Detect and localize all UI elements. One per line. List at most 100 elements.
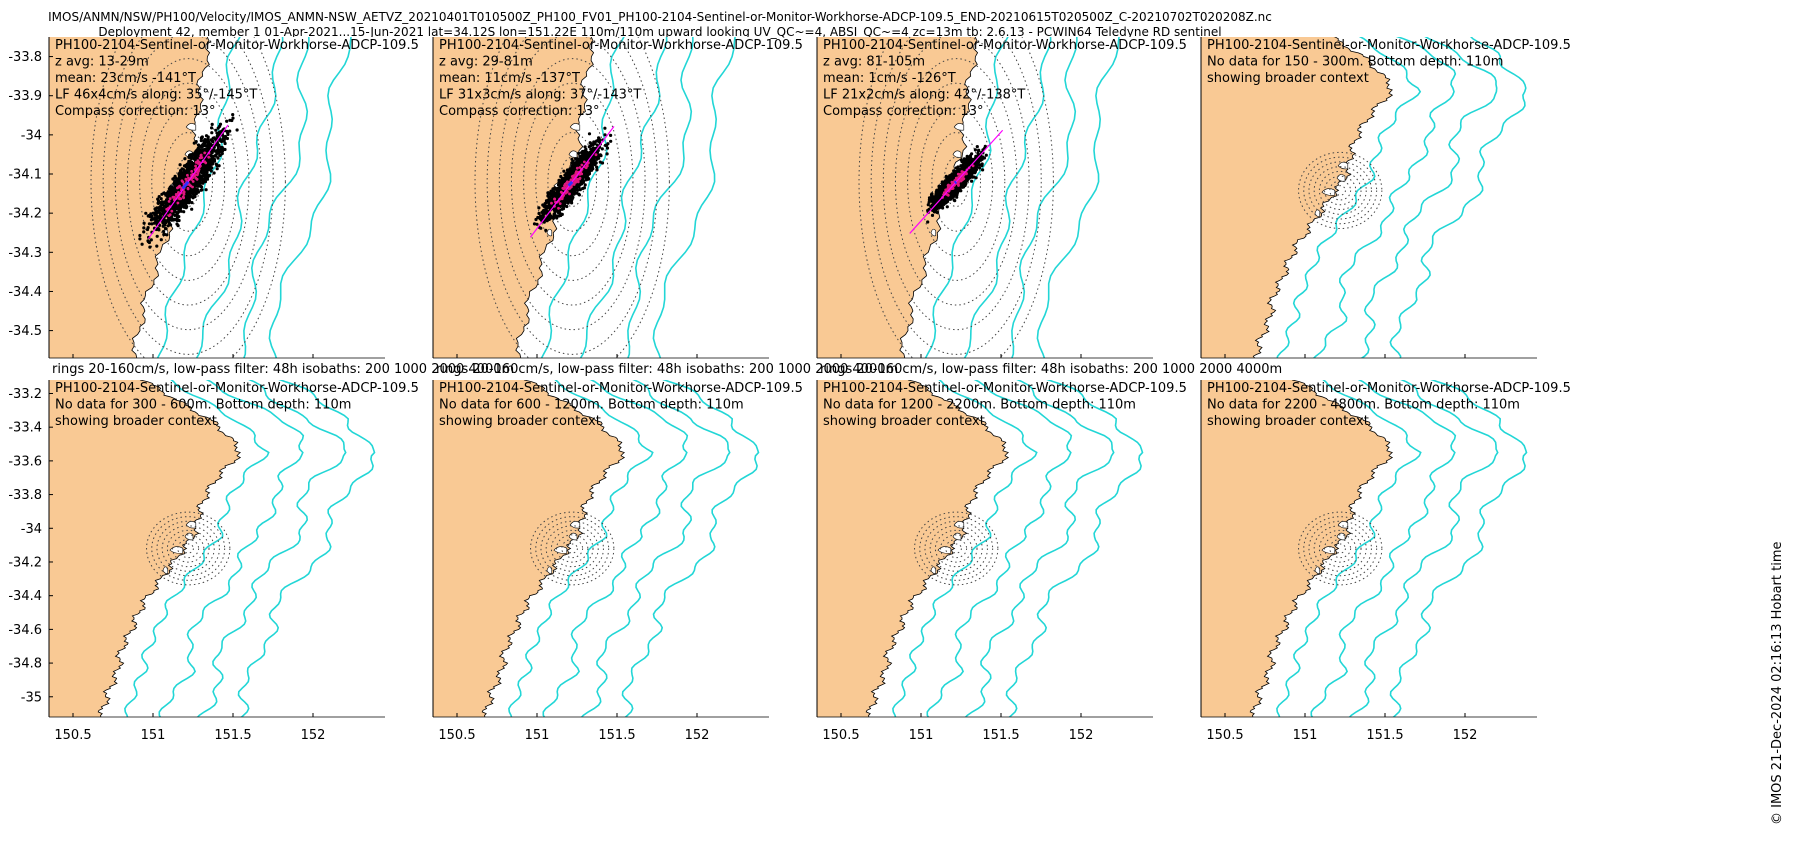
y-tick-label: -33.8 <box>8 50 42 65</box>
scatter-point <box>144 211 148 215</box>
scatter-point <box>972 170 976 174</box>
isobath-1000m <box>963 37 1052 358</box>
panel-caption: rings 20-160cm/s, low-pass filter: 48h i… <box>820 362 1282 377</box>
scatter-point <box>603 133 607 137</box>
scatter-point <box>165 233 169 237</box>
panel-info-line: No data for 300 - 600m. Bottom depth: 11… <box>55 398 351 413</box>
scatter-point <box>577 192 581 196</box>
lowpass-point <box>194 164 198 168</box>
scatter-point <box>603 126 607 130</box>
y-tick-label: -34.4 <box>8 285 42 300</box>
y-tick-label: -33.6 <box>8 454 42 469</box>
scatter-point <box>173 174 177 178</box>
map-panel-5: -33.2-33.4-33.6-33.8-34-34.2-34.4-34.6-3… <box>8 380 419 743</box>
velocity-ring <box>1308 161 1372 220</box>
x-tick-label: 151.5 <box>598 728 635 743</box>
velocity-ring <box>545 525 599 572</box>
lowpass-point <box>204 161 208 165</box>
lowpass-point <box>191 180 195 183</box>
scatter-point <box>937 187 941 191</box>
scatter-point <box>562 169 566 173</box>
scatter-point <box>583 175 587 179</box>
scatter-point <box>194 187 198 192</box>
scatter-point <box>218 153 222 158</box>
lowpass-point <box>199 154 203 158</box>
x-tick-label: 152 <box>1453 728 1478 743</box>
scatter-point <box>544 228 548 232</box>
scatter-point <box>156 201 161 205</box>
mean-vector <box>953 180 958 185</box>
scatter-point <box>200 176 204 180</box>
scatter-point <box>223 141 227 146</box>
scatter-point <box>210 156 215 160</box>
scatter-point <box>952 198 956 202</box>
scatter-point <box>166 218 170 222</box>
y-tick-label: -34 <box>21 128 42 143</box>
x-tick-label: 151.5 <box>214 728 251 743</box>
scatter-point <box>160 208 164 212</box>
y-tick-label: -34.5 <box>8 324 42 339</box>
panel-info-line: showing broader context <box>55 414 217 429</box>
velocity-ring <box>1303 516 1378 581</box>
y-tick-label: -34.6 <box>8 623 42 638</box>
velocity-ring <box>940 534 973 563</box>
scatter-point <box>942 182 946 187</box>
scatter-point <box>540 210 544 214</box>
scatter-point <box>944 181 948 185</box>
scatter-point <box>138 237 142 241</box>
panel-info-line: LF 46x4cm/s along: 35°/-145°T <box>55 88 257 103</box>
velocity-ring <box>163 132 213 232</box>
lowpass-point <box>559 190 563 194</box>
isobath-2000m <box>1348 380 1499 717</box>
x-tick-label: 150.5 <box>54 728 91 743</box>
scatter-point <box>558 179 562 183</box>
scatter-point <box>169 188 173 192</box>
lowpass-point <box>181 195 185 199</box>
panel-info-line: z avg: 13-29m <box>55 55 149 70</box>
scatter-point <box>980 162 984 166</box>
scatter-point <box>539 214 543 218</box>
scatter-point <box>194 156 198 160</box>
scatter-point <box>609 139 613 143</box>
scatter-point <box>183 157 187 161</box>
scatter-point <box>573 191 577 195</box>
scatter-point <box>161 202 165 206</box>
lowpass-point <box>186 187 190 191</box>
isobath-2000m <box>196 380 347 717</box>
scatter-point <box>156 199 161 203</box>
scatter-point <box>216 151 221 155</box>
scatter-point <box>561 207 566 211</box>
scatter-point <box>565 176 569 180</box>
scatter-point <box>600 147 604 151</box>
scatter-point <box>561 179 565 183</box>
scatter-point <box>155 244 159 248</box>
scatter-point <box>150 222 154 226</box>
isobath-1000m <box>195 37 284 358</box>
scatter-point <box>558 183 562 187</box>
scatter-point <box>213 149 217 153</box>
scatter-point <box>210 139 214 143</box>
scatter-point <box>199 188 203 192</box>
scatter-point <box>162 232 167 236</box>
velocity-ring <box>914 511 999 586</box>
inlet-1 <box>184 532 194 541</box>
scatter-point <box>228 129 232 133</box>
scatter-point <box>159 212 163 216</box>
lowpass-point <box>167 214 171 218</box>
scatter-point <box>534 217 538 222</box>
scatter-point <box>215 134 219 138</box>
land-mass <box>1201 37 1394 358</box>
scatter-point <box>156 210 160 214</box>
title-line-2: Deployment 42, member 1 01-Apr-2021...15… <box>98 25 1222 39</box>
isobath-1000m <box>542 380 689 717</box>
scatter-point <box>155 234 159 238</box>
scatter-point <box>148 245 152 249</box>
scatter-point <box>202 141 206 146</box>
x-tick-label: 150.5 <box>1206 728 1243 743</box>
scatter-point <box>577 151 581 155</box>
scatter-point <box>532 222 537 226</box>
isobath-200m <box>508 380 654 717</box>
velocity-ring <box>114 37 262 331</box>
map-panel-3: PH100-2104-Sentinel-or-Monitor-Workhorse… <box>816 37 1282 377</box>
